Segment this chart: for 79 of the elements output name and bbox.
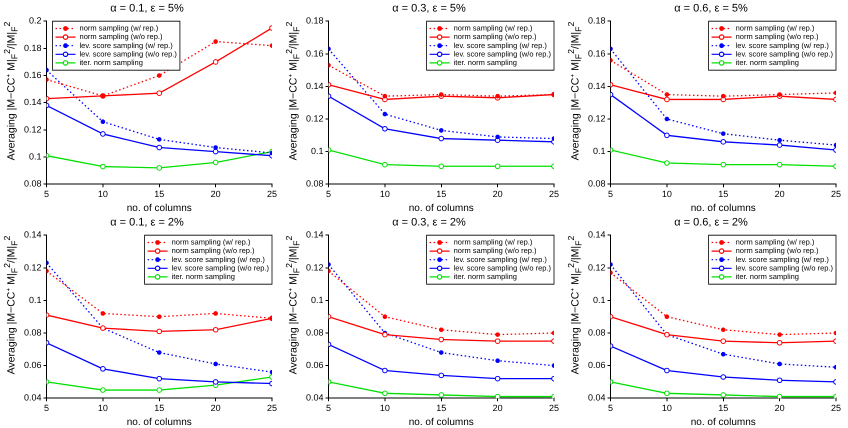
y-tick-label: 0.18: [588, 16, 606, 26]
y-tick-label: 0.08: [24, 327, 42, 338]
x-tick-label: 20: [774, 403, 785, 414]
y-tick-label: 0.08: [24, 178, 42, 189]
y-tick-label: 0.12: [24, 124, 42, 134]
x-axis-title: no. of columns: [690, 202, 756, 214]
x-tick-label: 15: [436, 403, 446, 414]
x-axis-title: no. of columns: [408, 202, 474, 214]
x-tick-label: 10: [98, 403, 108, 414]
x-tick-label: 20: [210, 189, 221, 200]
x-tick-label: 15: [718, 403, 728, 414]
y-tick-label: 0.08: [306, 327, 324, 338]
y-tick-label: 0.06: [588, 360, 606, 370]
x-tick-label: 10: [662, 403, 672, 414]
y-tick-label: 0.14: [24, 230, 42, 240]
y-tick-label: 0.04: [24, 392, 42, 403]
x-tick-label: 15: [718, 189, 728, 200]
y-tick-label: 0.14: [306, 80, 324, 91]
y-tick-label: 0.1: [593, 146, 606, 156]
x-axis-title: no. of columns: [408, 416, 474, 428]
x-axis-title: no. of columns: [126, 416, 192, 428]
chart-title: α = 0.1, ε = 5%: [110, 2, 184, 15]
y-tick-label: 0.1: [29, 294, 42, 305]
y-tick-label: 0.12: [24, 262, 42, 272]
x-tick-label: 5: [326, 189, 332, 200]
x-tick-label: 15: [436, 189, 446, 200]
y-tick-label: 0.08: [588, 327, 606, 338]
x-tick-label: 10: [98, 189, 108, 200]
y-tick-label: 0.1: [593, 294, 606, 305]
x-tick-label: 25: [266, 189, 278, 200]
chart-title: α = 0.3, ε = 2%: [392, 216, 466, 229]
x-tick-label: 10: [662, 189, 672, 200]
y-tick-label: 0.2: [29, 16, 42, 26]
y-tick-label: 0.14: [588, 80, 606, 91]
y-tick-label: 0.06: [24, 360, 42, 370]
x-tick-label: 5: [44, 403, 50, 414]
chart-title: α = 0.3, ε = 5%: [392, 2, 466, 15]
y-tick-label: 0.18: [24, 42, 42, 53]
x-tick-label: 20: [774, 189, 785, 200]
x-tick-label: 5: [326, 403, 332, 414]
y-tick-label: 0.06: [306, 360, 324, 370]
x-tick-label: 10: [380, 189, 390, 200]
y-tick-label: 0.08: [306, 178, 324, 189]
y-tick-label: 0.04: [306, 392, 324, 403]
x-axis-title: no. of columns: [126, 202, 192, 214]
y-tick-label: 0.16: [588, 48, 606, 58]
y-tick-label: 0.12: [306, 262, 324, 272]
x-tick-label: 25: [266, 403, 278, 414]
x-tick-label: 5: [44, 189, 50, 200]
x-tick-label: 25: [548, 189, 560, 200]
y-tick-label: 0.18: [306, 16, 324, 26]
x-tick-label: 20: [492, 403, 503, 414]
y-tick-label: 0.16: [24, 70, 42, 80]
y-tick-label: 0.14: [24, 97, 42, 108]
y-tick-label: 0.1: [29, 152, 42, 162]
y-tick-label: 0.14: [588, 230, 606, 240]
y-tick-label: 0.12: [588, 262, 606, 272]
x-tick-label: 25: [830, 403, 842, 414]
x-tick-label: 25: [548, 403, 560, 414]
x-tick-label: 5: [608, 189, 614, 200]
y-tick-label: 0.16: [306, 48, 324, 58]
y-tick-label: 0.12: [306, 113, 324, 124]
x-axis-title: no. of columns: [690, 416, 756, 428]
chart-title: α = 0.6, ε = 2%: [674, 216, 748, 229]
x-tick-label: 25: [830, 189, 842, 200]
y-tick-label: 0.1: [311, 146, 324, 156]
x-tick-label: 20: [210, 403, 221, 414]
x-tick-label: 15: [154, 189, 164, 200]
chart-title: α = 0.1, ε = 2%: [110, 216, 184, 229]
y-tick-label: 0.12: [588, 113, 606, 124]
y-tick-label: 0.08: [588, 178, 606, 189]
x-tick-label: 20: [492, 189, 503, 200]
x-tick-label: 15: [154, 403, 164, 414]
x-tick-label: 5: [608, 403, 614, 414]
chart-title: α = 0.6, ε = 5%: [674, 2, 748, 15]
y-tick-label: 0.1: [311, 294, 324, 305]
y-tick-label: 0.04: [588, 392, 606, 403]
y-tick-label: 0.14: [306, 230, 324, 240]
x-tick-label: 10: [380, 403, 390, 414]
